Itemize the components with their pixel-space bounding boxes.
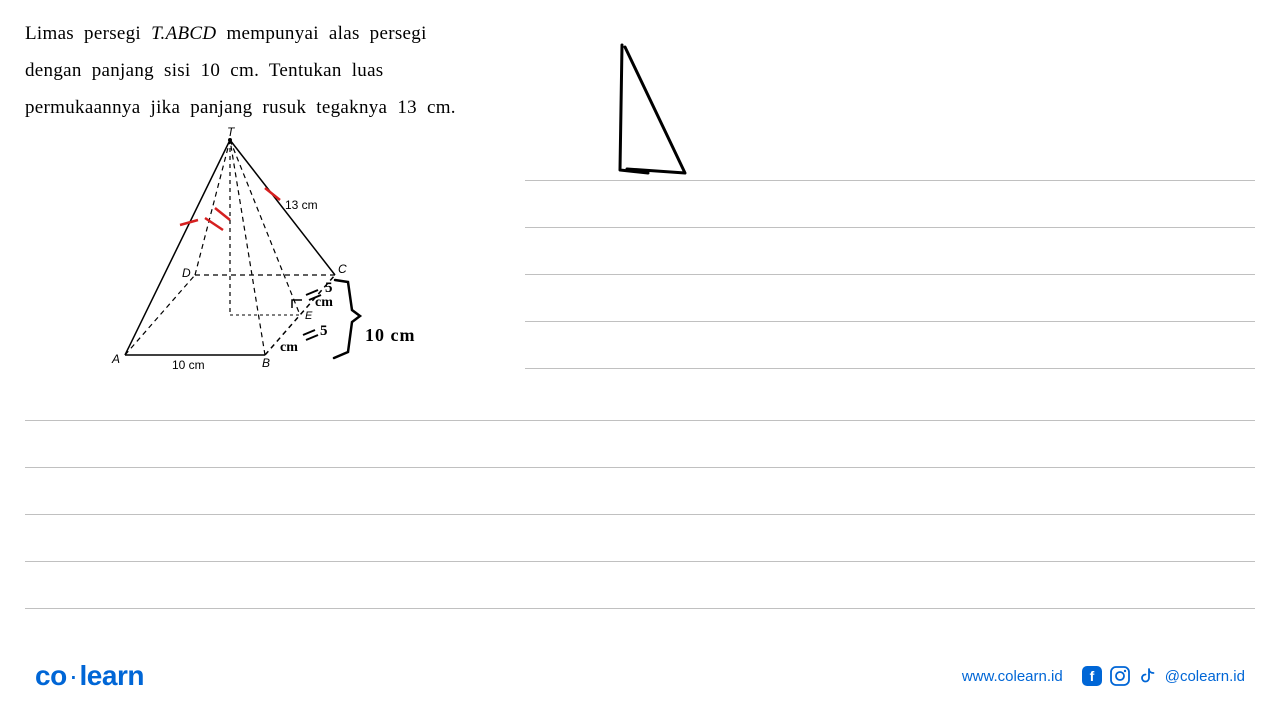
instagram-icon — [1109, 665, 1131, 687]
svg-text:f: f — [1089, 668, 1094, 684]
logo: co·learn — [35, 660, 144, 692]
ruled-line — [525, 227, 1255, 228]
footer-right: www.colearn.id f @colearn.id — [962, 665, 1245, 687]
website-url: www.colearn.id — [962, 668, 1063, 685]
label-E: E — [305, 310, 312, 322]
ruled-line — [25, 514, 1255, 515]
ruled-line — [25, 608, 1255, 609]
label-A: A — [112, 352, 120, 366]
annot-10cm: 10 cm — [365, 325, 415, 346]
problem-line1a: Limas persegi — [25, 23, 151, 44]
label-D: D — [182, 266, 191, 280]
tiktok-icon — [1137, 665, 1159, 687]
triangle-sketch — [600, 35, 720, 185]
annot-cm-top: cm — [315, 295, 333, 311]
problem-line1b: mempunyai alas persegi — [216, 23, 426, 44]
ruled-line — [25, 467, 1255, 468]
facebook-icon: f — [1081, 665, 1103, 687]
problem-line3: permukaannya jika panjang rusuk tegaknya… — [25, 97, 456, 118]
social-group: f @colearn.id — [1081, 665, 1245, 687]
ruled-line — [25, 420, 1255, 421]
label-13cm: 13 cm — [285, 198, 318, 212]
annot-5-bot: 5 — [320, 323, 328, 340]
ruled-line — [525, 274, 1255, 275]
ruled-line — [525, 180, 1255, 181]
label-B: B — [262, 356, 270, 370]
ruled-line — [525, 321, 1255, 322]
problem-line2: dengan panjang sisi 10 cm. Tentukan luas — [25, 60, 384, 81]
logo-co: co — [35, 660, 67, 691]
problem-italic: T.ABCD — [151, 23, 216, 44]
footer: co·learn www.colearn.id f @colearn.id — [0, 660, 1280, 692]
label-10cm: 10 cm — [172, 358, 205, 372]
annot-cm-bot: cm — [280, 340, 298, 356]
ruled-line — [25, 561, 1255, 562]
logo-dot: · — [69, 660, 78, 691]
social-handle: @colearn.id — [1165, 668, 1245, 685]
logo-learn: learn — [80, 660, 144, 691]
ruled-line — [525, 368, 1255, 369]
label-C: C — [338, 262, 347, 276]
pyramid-diagram: T A B C D E 13 cm 10 cm 5 cm 5 cm 10 cm — [110, 130, 460, 390]
label-T: T — [227, 125, 234, 139]
